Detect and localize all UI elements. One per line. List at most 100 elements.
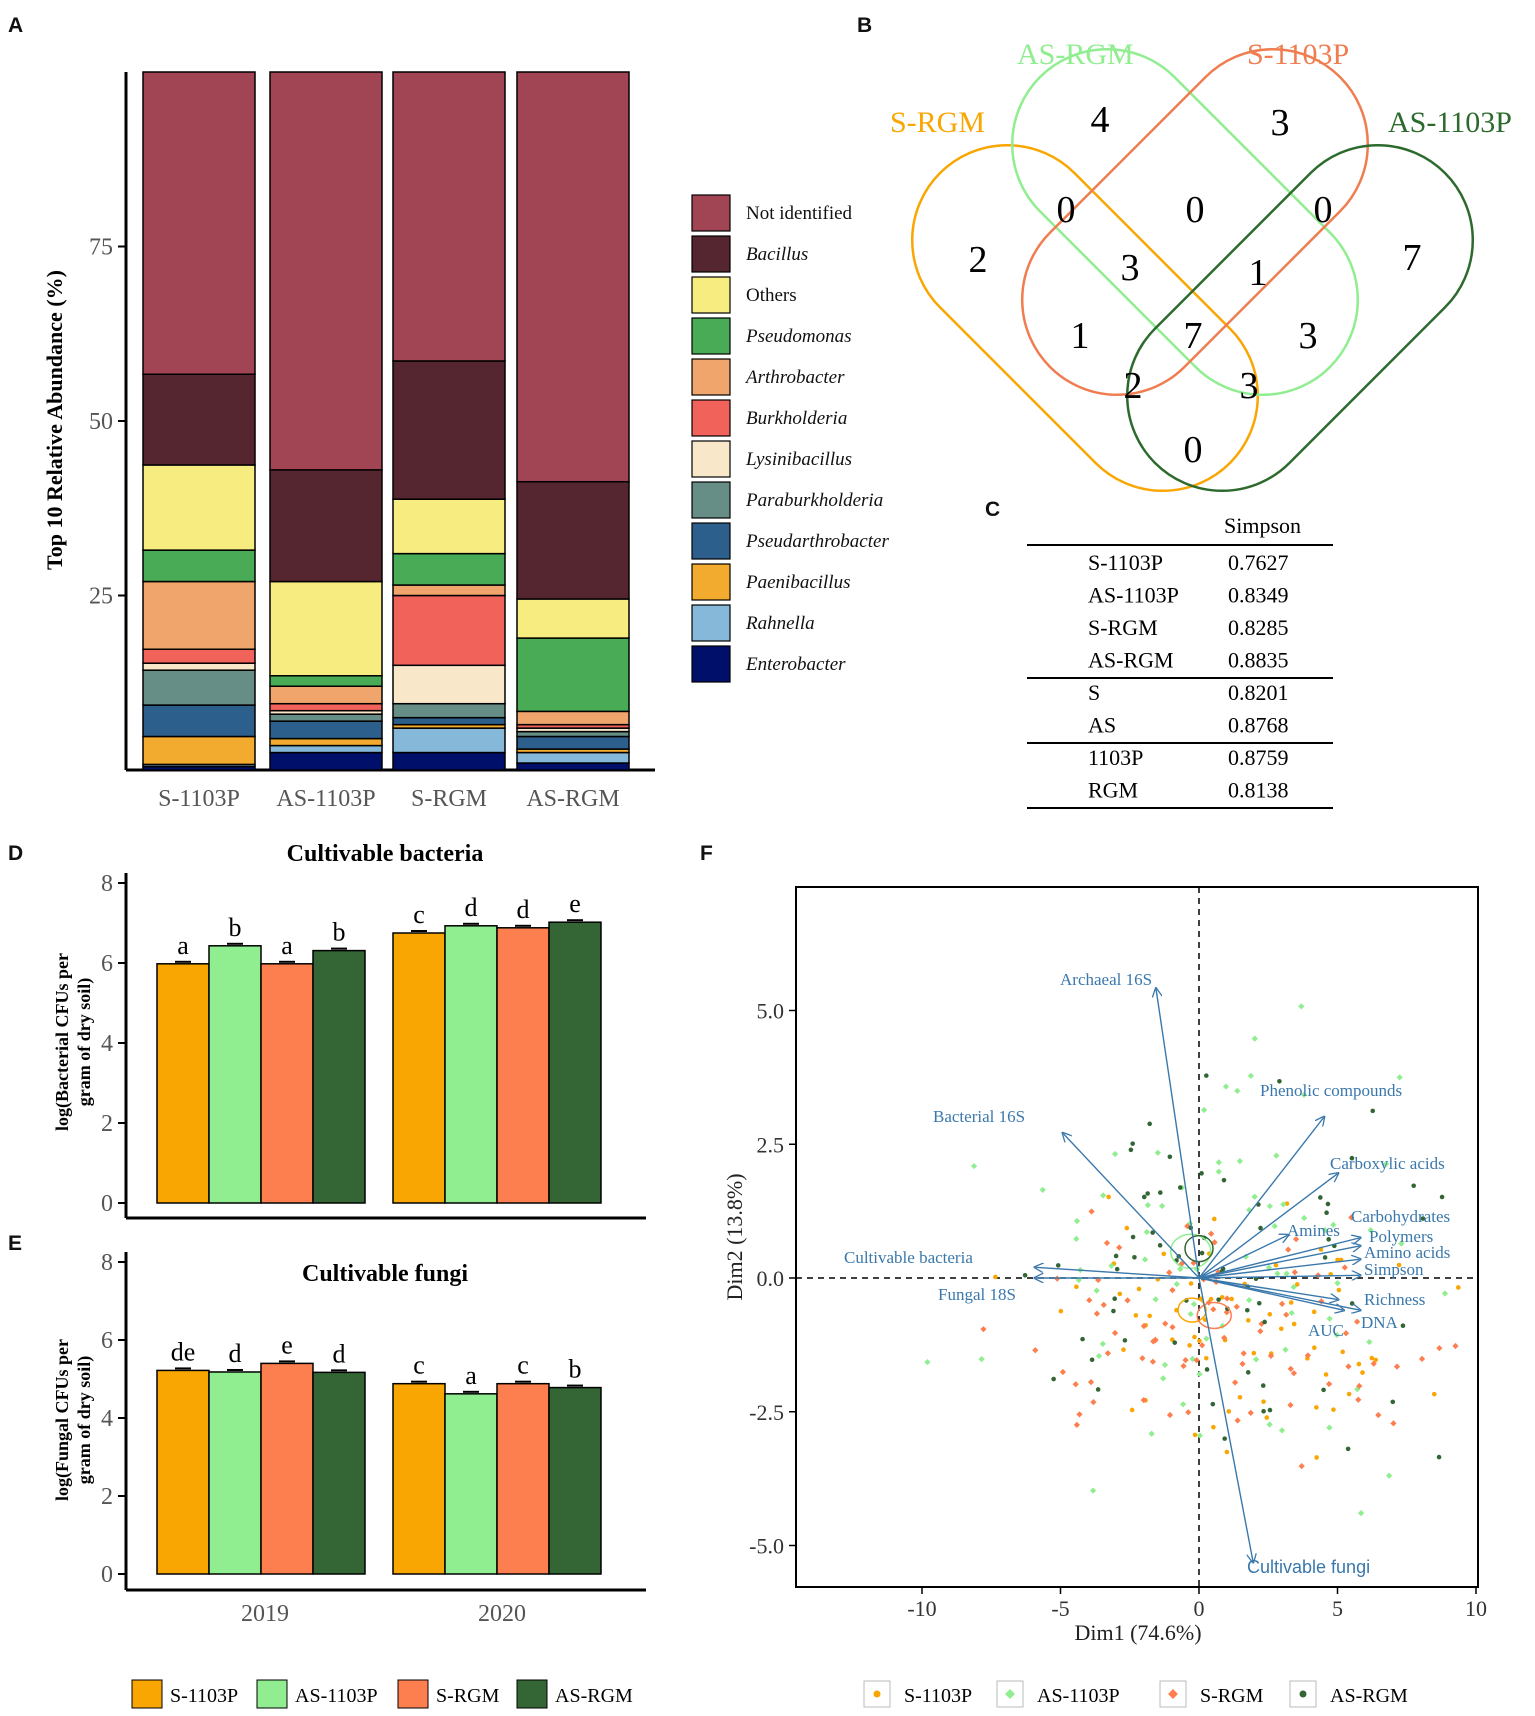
data-point bbox=[1326, 1237, 1331, 1242]
data-point bbox=[1203, 1335, 1210, 1342]
data-point bbox=[1290, 1370, 1298, 1377]
data-point bbox=[1076, 1411, 1083, 1418]
vector-label: Phenolic compounds bbox=[1260, 1081, 1402, 1100]
legend-marker bbox=[1299, 1690, 1307, 1698]
bar-segment bbox=[392, 751, 506, 771]
y-tick-label: 4 bbox=[101, 1406, 113, 1432]
data-point bbox=[1148, 1430, 1155, 1437]
data-point bbox=[1095, 1387, 1101, 1392]
venn-count-asrgm-as1103p: 3 bbox=[1299, 315, 1318, 357]
data-point bbox=[1336, 1287, 1342, 1293]
y-tick-label: 6 bbox=[101, 1328, 113, 1354]
data-point bbox=[1287, 1401, 1294, 1409]
y-axis-title: Dim2 (13.8%) bbox=[722, 1173, 747, 1300]
bar bbox=[156, 963, 210, 1204]
panel-label-d: D bbox=[8, 842, 23, 865]
data-point bbox=[1090, 1398, 1097, 1406]
data-point bbox=[1197, 1338, 1202, 1344]
data-point bbox=[1287, 1365, 1294, 1372]
legend-label: Pseudomonas bbox=[745, 326, 852, 347]
data-point bbox=[1266, 1421, 1273, 1428]
data-point bbox=[1182, 1357, 1189, 1364]
data-point bbox=[1330, 1221, 1337, 1229]
data-point bbox=[1321, 1387, 1326, 1393]
data-point bbox=[1192, 1432, 1198, 1438]
data-point bbox=[1147, 1121, 1152, 1127]
significance-letter: e bbox=[569, 889, 581, 918]
data-point bbox=[1247, 1409, 1254, 1417]
data-point bbox=[1431, 1391, 1437, 1397]
data-point bbox=[1211, 1424, 1216, 1430]
vector-label: Archaeal 16S bbox=[1060, 970, 1152, 989]
legend-label: Bacillus bbox=[746, 244, 808, 265]
bar bbox=[392, 932, 446, 1204]
y-axis-title-line2: gram of dry soil) bbox=[74, 1356, 95, 1484]
data-point bbox=[1411, 1183, 1416, 1189]
data-point bbox=[1215, 1159, 1222, 1166]
data-point bbox=[1234, 1417, 1241, 1424]
data-point bbox=[1318, 1195, 1323, 1200]
data-point bbox=[1234, 1087, 1241, 1095]
data-point bbox=[1157, 1190, 1163, 1195]
bar bbox=[444, 925, 498, 1204]
data-point bbox=[1132, 1255, 1137, 1260]
data-point bbox=[1360, 1370, 1365, 1375]
data-point bbox=[1278, 1427, 1286, 1434]
data-point bbox=[1267, 1407, 1273, 1413]
panel-label-b: B bbox=[857, 14, 872, 37]
venn-count-three-a: 3 bbox=[1121, 247, 1140, 289]
legend-swatch bbox=[691, 235, 731, 273]
vector-label: Carboxylic acids bbox=[1330, 1154, 1445, 1173]
vector-label: Cultivable bacteria bbox=[844, 1248, 973, 1267]
vector-label: Amines bbox=[1287, 1221, 1340, 1240]
y-tick-label: 8 bbox=[101, 1250, 113, 1276]
loading-vector bbox=[1198, 1277, 1338, 1299]
bar-segment bbox=[142, 662, 256, 671]
legend-swatch bbox=[691, 276, 731, 314]
table-header: Simpson bbox=[1224, 513, 1301, 538]
data-point bbox=[1262, 1319, 1267, 1325]
y-tick-label: 5.0 bbox=[757, 999, 785, 1024]
bar-segment bbox=[269, 675, 383, 687]
loading-vector bbox=[1063, 1134, 1200, 1279]
data-point bbox=[1274, 1270, 1281, 1277]
bar-segment bbox=[269, 71, 383, 471]
data-point bbox=[1089, 1357, 1095, 1363]
loading-vector bbox=[1198, 1238, 1360, 1279]
bar bbox=[444, 1393, 498, 1575]
data-point bbox=[1396, 1262, 1402, 1268]
data-point bbox=[1258, 1225, 1263, 1231]
significance-letter: a bbox=[281, 931, 293, 960]
bar bbox=[496, 927, 550, 1204]
legend-label: Paraburkholderia bbox=[745, 490, 883, 511]
significance-letter: de bbox=[171, 1337, 196, 1366]
data-point bbox=[1095, 1352, 1103, 1360]
y-tick-label: -2.5 bbox=[749, 1400, 784, 1425]
data-point bbox=[1278, 1326, 1284, 1332]
data-point bbox=[993, 1274, 998, 1280]
bar-segment bbox=[392, 702, 506, 719]
bar-segment bbox=[142, 704, 256, 738]
data-point bbox=[978, 1356, 985, 1363]
data-point bbox=[1180, 1362, 1187, 1370]
x-tick-label: -5 bbox=[1051, 1596, 1069, 1621]
data-point bbox=[1211, 1216, 1217, 1222]
data-point bbox=[1324, 1210, 1329, 1216]
data-point bbox=[1072, 1381, 1079, 1388]
bar-segment bbox=[269, 720, 383, 740]
data-point bbox=[1130, 1234, 1136, 1240]
bar bbox=[260, 963, 314, 1204]
data-point bbox=[1221, 1177, 1227, 1183]
bar-segment bbox=[142, 549, 256, 583]
bar-segment bbox=[142, 669, 256, 706]
data-point bbox=[1267, 1352, 1275, 1359]
legend-swatch bbox=[691, 645, 731, 683]
legend-swatch bbox=[131, 1679, 163, 1709]
data-point bbox=[1161, 1251, 1167, 1257]
data-point bbox=[1382, 1160, 1390, 1168]
table-row-label: S-RGM bbox=[1088, 615, 1158, 640]
data-point bbox=[1298, 1003, 1305, 1010]
data-point bbox=[1273, 1262, 1279, 1268]
legend-marker bbox=[1168, 1689, 1178, 1699]
